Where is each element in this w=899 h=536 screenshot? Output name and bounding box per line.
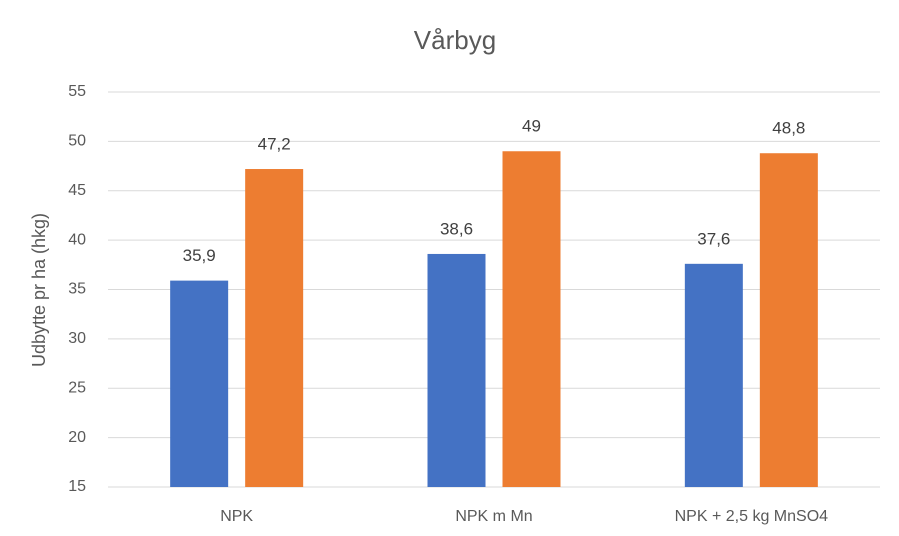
y-tick-label: 15 — [68, 478, 86, 495]
x-tick-label: NPK + 2,5 kg MnSO4 — [675, 508, 829, 525]
value-label: 49 — [522, 117, 541, 136]
y-tick-label: 25 — [68, 379, 86, 396]
value-label: 47,2 — [258, 135, 291, 154]
value-label: 48,8 — [772, 119, 805, 138]
bar — [759, 153, 818, 487]
bar — [170, 280, 229, 487]
y-tick-label: 30 — [68, 330, 86, 347]
y-tick-label: 40 — [68, 231, 86, 248]
bar — [245, 169, 304, 487]
y-tick-label: 35 — [68, 281, 86, 298]
bar — [427, 253, 486, 487]
x-tick-label: NPK — [220, 508, 253, 525]
y-tick-label: 45 — [68, 182, 86, 199]
x-tick-label: NPK m Mn — [455, 508, 532, 525]
y-tick-label: 50 — [68, 133, 86, 150]
y-tick-label: 20 — [68, 429, 86, 446]
bar — [684, 263, 743, 487]
y-tick-label: 55 — [68, 83, 86, 100]
value-label: 35,9 — [183, 246, 216, 265]
value-label: 38,6 — [440, 219, 473, 238]
bar — [502, 151, 561, 487]
value-label: 37,6 — [697, 229, 730, 248]
chart-title: Vårbyg — [414, 25, 496, 55]
y-axis-label: Udbytte pr ha (hkg) — [29, 213, 49, 367]
